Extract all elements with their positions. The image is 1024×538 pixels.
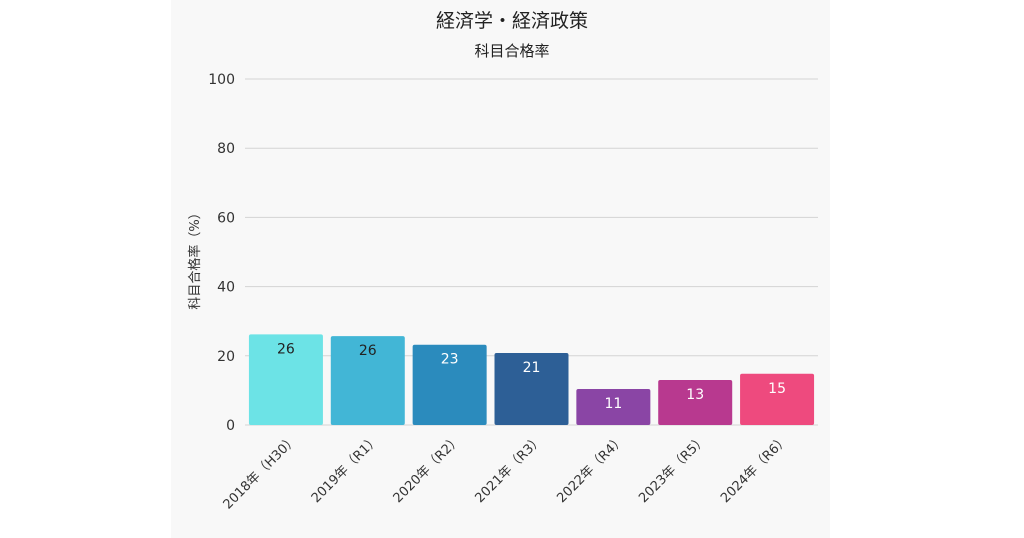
bars (248, 334, 815, 425)
bar (576, 389, 651, 425)
y-tick-label: 100 (208, 72, 235, 88)
x-tick-label: 2023年（R5） (636, 432, 710, 506)
chart-panel (171, 0, 830, 538)
x-tick-label: 2019年（R1） (309, 432, 383, 506)
bar (248, 334, 323, 425)
data-label: 13 (686, 387, 704, 403)
x-tick-label: 2020年（R2） (391, 432, 465, 506)
y-tick-label: 80 (217, 141, 235, 157)
value-labels: 26 26 23 21 11 13 15 (277, 341, 786, 412)
y-tick-label: 0 (226, 418, 235, 434)
y-tick-label: 60 (217, 210, 235, 226)
data-label: 21 (523, 360, 541, 376)
y-axis-label: 科目合格率（%） (187, 206, 203, 309)
bar (658, 380, 733, 425)
x-tick-label: 2022年（R4） (554, 432, 628, 506)
data-label: 11 (604, 396, 622, 412)
data-label: 23 (441, 352, 459, 368)
bar (494, 353, 569, 425)
data-label: 15 (768, 381, 786, 397)
chart-subtitle: 科目合格率 (474, 42, 550, 60)
y-tick-label: 20 (217, 349, 235, 365)
x-tick-label: 2018年（H30） (221, 432, 301, 512)
y-tick-label: 40 (217, 280, 235, 296)
bar (740, 373, 815, 425)
bar (412, 344, 487, 425)
x-tick-label: 2024年（R6） (718, 432, 792, 506)
bar (330, 336, 405, 425)
data-label: 26 (359, 343, 377, 359)
chart-title: 経済学・経済政策 (435, 10, 588, 32)
x-tick-label: 2021年（R3） (473, 432, 547, 506)
y-tick-labels: 0 20 40 60 80 100 (208, 72, 235, 434)
data-label: 26 (277, 341, 295, 357)
x-tick-labels: 2018年（H30） 2019年（R1） 2020年（R2） 2021年（R3） 202… (221, 432, 792, 512)
